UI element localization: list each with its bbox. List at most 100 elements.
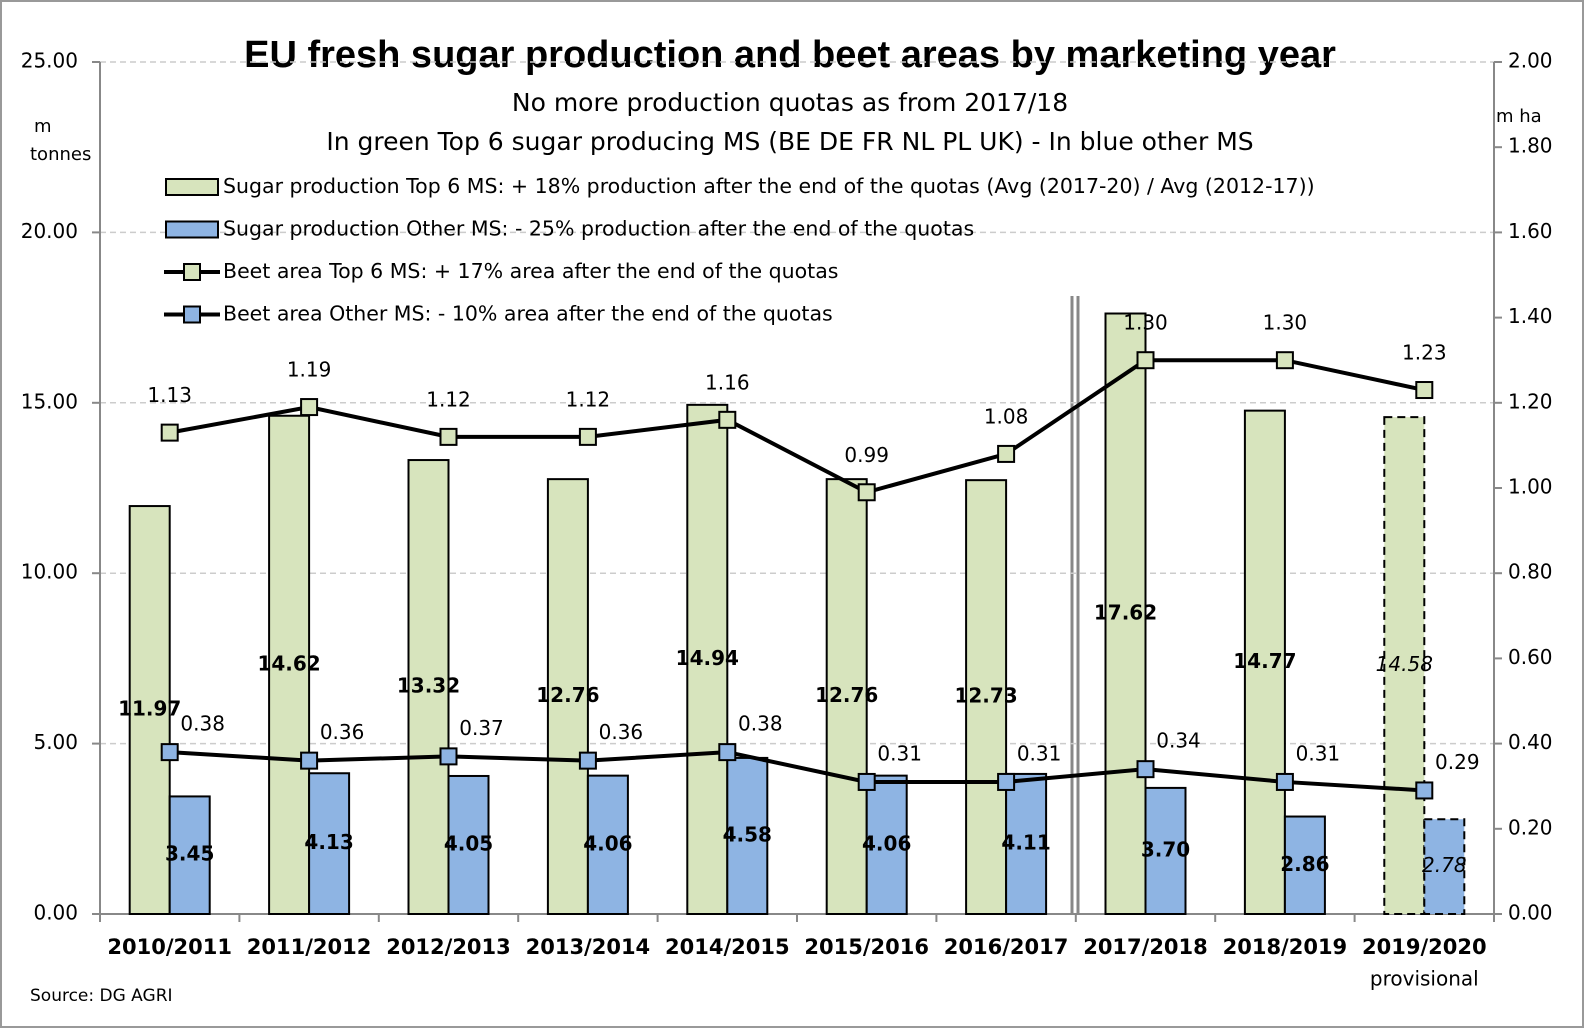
x-tick-label: 2019/2020	[1362, 935, 1487, 959]
bar-value-label: 14.58	[1376, 652, 1433, 676]
bar-value-label: 4.58	[723, 822, 772, 846]
line-value-label: 0.37	[459, 716, 504, 740]
subtitle: In green Top 6 sugar producing MS (BE DE…	[326, 127, 1253, 156]
legend-label: Beet area Top 6 MS: + 17% area after the…	[223, 259, 838, 283]
line-value-label: 0.34	[1156, 729, 1201, 753]
y2-tick-label: 1.60	[1508, 219, 1553, 243]
line-value-label: 0.31	[877, 741, 922, 765]
line-value-label: 0.36	[320, 720, 365, 744]
subtitle: No more production quotas as from 2017/1…	[512, 88, 1068, 117]
bar-value-label: 2.78	[1422, 853, 1467, 877]
bar-value-label: 12.76	[536, 683, 599, 707]
bar-value-label: 14.77	[1233, 649, 1296, 673]
bar-value-label: 3.70	[1141, 837, 1190, 861]
line-value-label: 1.23	[1402, 341, 1447, 365]
bar-value-label: 4.11	[1001, 830, 1050, 854]
line-marker	[997, 772, 1016, 791]
line-value-label: 0.31	[1296, 741, 1341, 765]
line-value-label: 0.38	[180, 712, 225, 736]
line-marker	[857, 772, 876, 791]
line-value-label: 1.30	[1123, 311, 1168, 335]
y2-tick-label: 0.80	[1508, 560, 1553, 584]
line-marker	[1415, 381, 1434, 400]
line-marker	[857, 483, 876, 502]
bar	[1423, 818, 1466, 916]
y2-tick-label: 0.40	[1508, 730, 1553, 754]
bar	[1104, 312, 1147, 916]
y2-tick-label: 1.20	[1508, 389, 1553, 413]
line-value-label: 1.08	[984, 404, 1029, 428]
line-marker	[439, 427, 458, 446]
x-tick-label: 2016/2017	[944, 935, 1069, 959]
bar-value-label: 4.05	[444, 831, 493, 855]
bar-value-label: 4.06	[583, 831, 632, 855]
y2-axis-label: m ha	[1496, 106, 1542, 127]
line-marker	[718, 743, 737, 762]
legend-swatch	[165, 178, 219, 196]
bar	[825, 478, 868, 915]
line-value-label: 1.19	[287, 358, 332, 382]
y2-tick-label: 1.00	[1508, 475, 1553, 499]
y2-tick-label: 0.60	[1508, 645, 1553, 669]
line-marker	[439, 747, 458, 766]
bar-value-label: 14.94	[676, 646, 739, 670]
y-tick-label: 10.00	[21, 560, 78, 584]
line-value-label: 1.12	[426, 387, 471, 411]
bar	[407, 459, 450, 915]
line-value-label: 0.31	[1017, 741, 1062, 765]
bar-value-label: 14.62	[257, 651, 320, 675]
bar	[1383, 416, 1426, 915]
bar	[1144, 786, 1187, 915]
chart-title: EU fresh sugar production and beet areas…	[244, 34, 1336, 76]
line-value-label: 1.13	[147, 383, 192, 407]
x-tick-label: 2017/2018	[1083, 935, 1208, 959]
bar	[686, 403, 729, 915]
line-marker	[718, 410, 737, 429]
line-marker	[1275, 772, 1294, 791]
line-value-label: 0.38	[738, 712, 783, 736]
legend-label: Sugar production Other MS: - 25% product…	[223, 217, 974, 241]
legend-marker	[183, 305, 201, 324]
y-tick-label: 5.00	[33, 730, 78, 754]
legend-marker	[183, 263, 201, 281]
y-tick-label: 20.00	[21, 219, 78, 243]
line-marker	[1275, 351, 1294, 370]
y2-tick-label: 2.00	[1508, 49, 1553, 73]
x-tick-label: 2010/2011	[107, 935, 232, 959]
bar	[1243, 409, 1286, 915]
line-marker	[1136, 351, 1155, 370]
line-marker	[160, 423, 179, 442]
bar-value-label: 3.45	[165, 842, 214, 866]
line-marker	[300, 398, 319, 417]
bar	[1005, 772, 1048, 916]
bar	[168, 795, 211, 916]
bar-value-label: 12.76	[815, 683, 878, 707]
line-marker	[160, 743, 179, 762]
line-value-label: 0.99	[844, 443, 889, 467]
bar	[447, 774, 490, 916]
bar-value-label: 11.97	[118, 697, 181, 721]
x-tick-label: 2013/2014	[526, 935, 651, 959]
x-tick-label: 2014/2015	[665, 935, 790, 959]
y2-tick-label: 0.00	[1508, 901, 1553, 925]
line-value-label: 0.36	[599, 720, 644, 744]
line	[169, 750, 1425, 793]
line-marker	[300, 751, 319, 770]
line-marker	[578, 427, 597, 446]
y2-tick-label: 0.20	[1508, 815, 1553, 839]
bar	[1283, 815, 1326, 915]
x-tick-label: 2012/2013	[386, 935, 511, 959]
bar-value-label: 4.06	[862, 831, 911, 855]
line-marker	[1136, 760, 1155, 779]
bar	[308, 772, 351, 915]
line	[169, 358, 1425, 495]
category-note: provisional	[1370, 967, 1479, 991]
line-marker	[997, 444, 1016, 463]
bar	[965, 479, 1008, 915]
line-value-label: 0.29	[1435, 750, 1480, 774]
source: Source: DG AGRI	[30, 986, 173, 1006]
bar	[268, 414, 311, 915]
y-tick-label: 15.00	[21, 389, 78, 413]
x-tick-label: 2015/2016	[804, 935, 929, 959]
